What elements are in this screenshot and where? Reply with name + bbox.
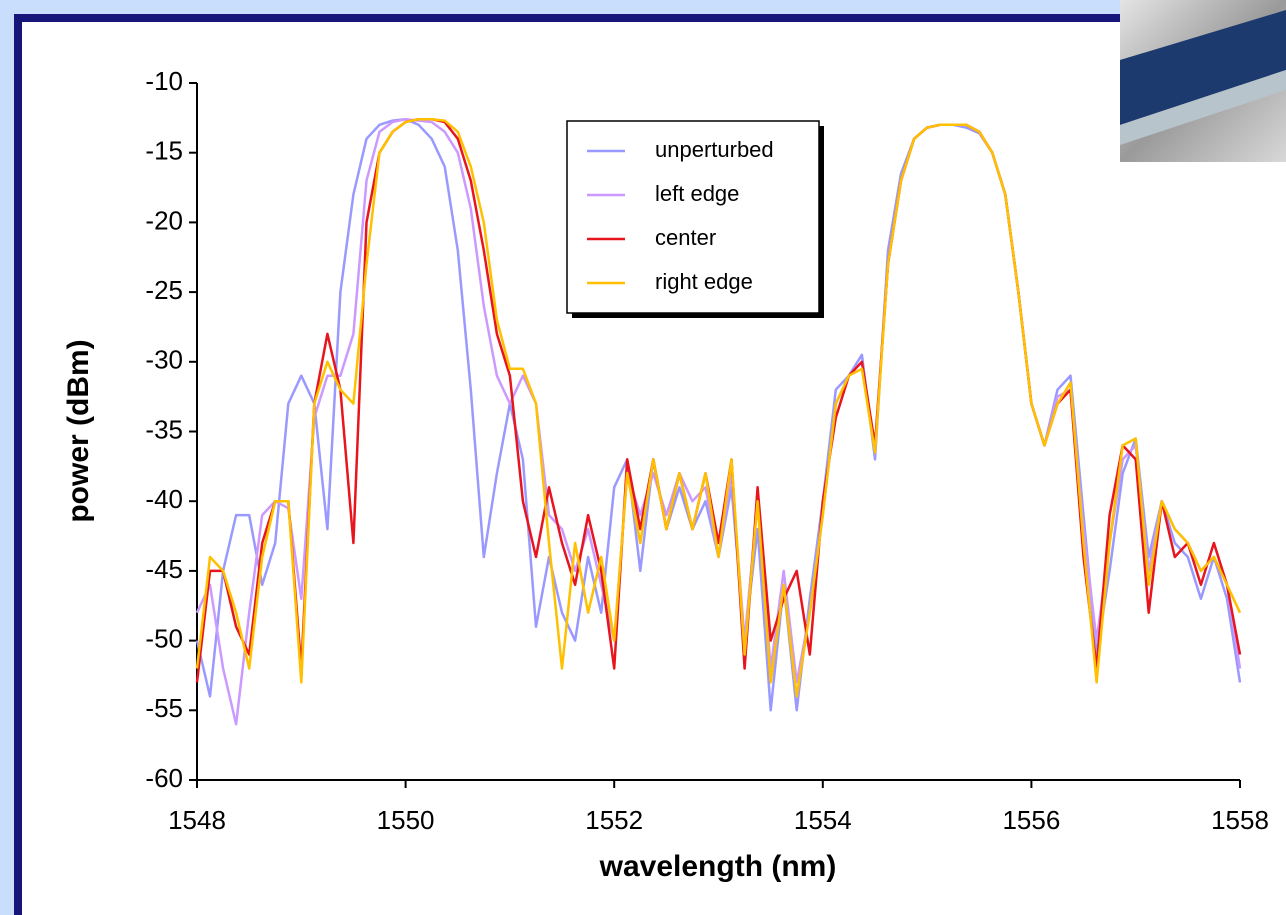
series-line — [195, 117, 1242, 683]
x-tick-label: 1556 — [1002, 805, 1060, 835]
x-tick-label: 1552 — [585, 805, 643, 835]
x-tick-label: 1548 — [168, 805, 226, 835]
y-tick-label: -50 — [145, 623, 183, 653]
legend-box — [566, 120, 820, 314]
photo-edge — [1120, 70, 1286, 145]
photo-stripe — [1120, 10, 1286, 125]
photo — [1120, 0, 1286, 162]
x-tick-label: 1554 — [794, 805, 852, 835]
x-tick-label: 1550 — [377, 805, 435, 835]
legend-label: center — [655, 225, 716, 250]
y-tick-label: -45 — [145, 554, 183, 584]
legend: unperturbed left edge center right edge — [566, 120, 824, 318]
y-axis-title: power (dBm) — [62, 339, 95, 522]
y-tick-label: -60 — [145, 763, 183, 793]
legend-label: right edge — [655, 269, 753, 294]
y-tick-label: -40 — [145, 484, 183, 514]
y-tick-label: -10 — [145, 66, 183, 96]
y-tick-label: -35 — [145, 414, 183, 444]
plot-lines — [195, 117, 1242, 726]
series-line — [195, 117, 1242, 698]
x-axis-title: wavelength (nm) — [599, 850, 837, 883]
y-tick-label: -55 — [145, 693, 183, 723]
y-tick-label: -25 — [145, 275, 183, 305]
x-tick-label: 1558 — [1211, 805, 1269, 835]
legend-label: left edge — [655, 181, 739, 206]
y-tick-label: -15 — [145, 136, 183, 166]
y-tick-label: -30 — [145, 345, 183, 375]
axes: -60 -55 -50 -45 -40 -35 -30 -25 -20 -15 -10 1548 155… — [145, 66, 1269, 835]
y-tick-label: -20 — [145, 205, 183, 235]
legend-label: unperturbed — [655, 137, 774, 162]
